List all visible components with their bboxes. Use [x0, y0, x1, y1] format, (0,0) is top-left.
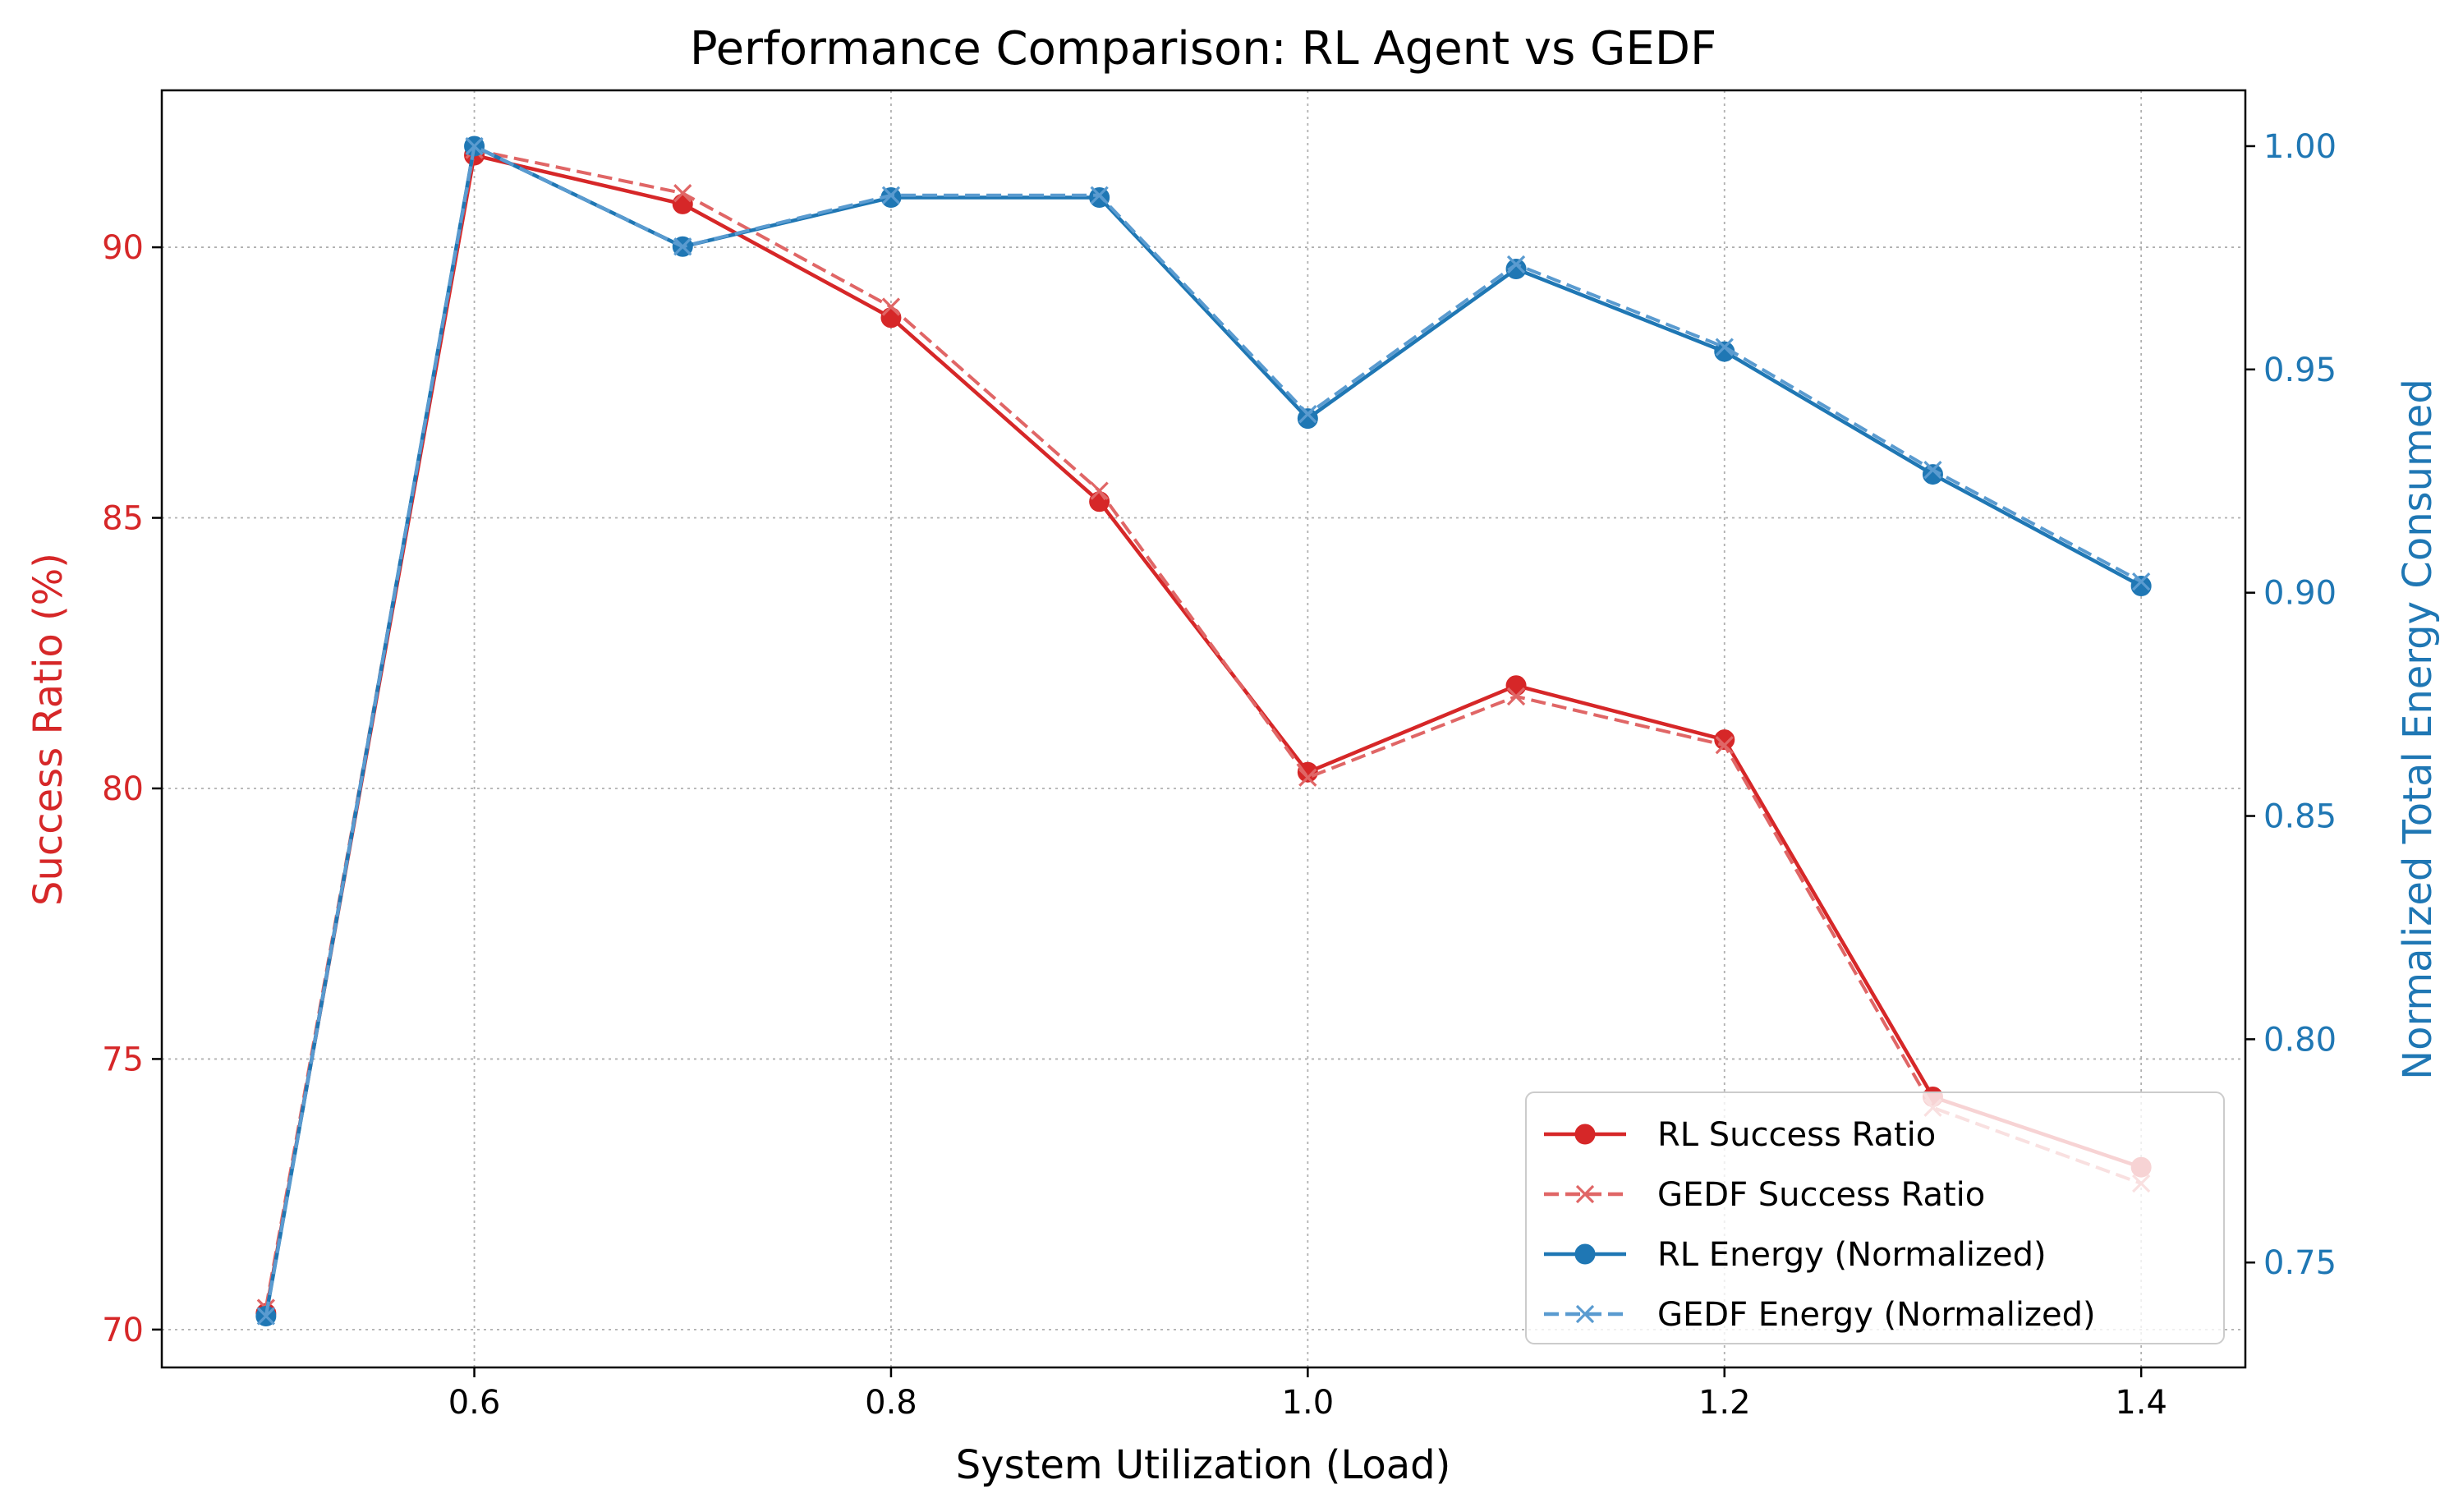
data-point — [1298, 768, 1317, 787]
legend-swatch-marker — [1575, 1304, 1595, 1324]
data-point — [1298, 405, 1317, 424]
data-point — [2132, 572, 2151, 591]
y-right-tick-label: 0.95 — [2263, 352, 2337, 389]
series-line — [264, 145, 2143, 1317]
y-axis-left: 70 75 80 85 90 — [102, 229, 162, 1349]
legend-item-gedf-success-ratio: GEDF Success Ratio — [1544, 1176, 1985, 1214]
legend-swatch-marker — [1575, 1184, 1595, 1204]
legend-label: RL Energy (Normalized) — [1657, 1236, 2047, 1274]
y-axis-right-title: Normalized Total Energy Consumed — [2395, 379, 2440, 1080]
x-tick-label: 1.4 — [2115, 1384, 2167, 1422]
data-point — [1090, 481, 1109, 500]
x-tick-label: 0.8 — [865, 1384, 917, 1422]
data-point — [1089, 491, 1110, 512]
x-tick-label: 1.2 — [1698, 1384, 1751, 1422]
legend: RL Success Ratio GEDF Success Ratio RL Ene… — [1525, 1091, 2225, 1344]
y-right-tick-label: 0.80 — [2263, 1021, 2337, 1059]
plot-frame — [160, 89, 2247, 1369]
legend-item-rl-energy-normalized: RL Energy (Normalized) — [1544, 1236, 2047, 1274]
data-point — [1715, 338, 1734, 356]
data-point — [1505, 675, 1527, 696]
legend-label: GEDF Energy (Normalized) — [1657, 1296, 2096, 1334]
data-point — [1923, 461, 1942, 480]
x-tick-label: 0.6 — [448, 1384, 501, 1422]
y-left-tick-label: 80 — [102, 770, 144, 808]
data-point — [881, 186, 901, 205]
y-left-tick-label: 70 — [102, 1312, 144, 1349]
legend-label: RL Success Ratio — [1657, 1116, 1936, 1154]
series-gedf-energy-normalized — [256, 136, 2151, 1326]
data-point — [1505, 258, 1527, 279]
legend-label: GEDF Success Ratio — [1657, 1176, 1985, 1214]
y-axis-left-title: Success Ratio (%) — [25, 553, 71, 906]
x-axis-title: System Utilization (Load) — [956, 1442, 1451, 1488]
data-point — [1922, 464, 1943, 485]
legend-swatch-marker — [1574, 1243, 1596, 1265]
legend-item-rl-success-ratio: RL Success Ratio — [1544, 1116, 1936, 1154]
data-point — [1715, 736, 1734, 755]
data-point — [2130, 576, 2152, 597]
data-point — [465, 136, 484, 156]
series-layer — [255, 136, 2152, 1326]
y-right-tick-label: 0.90 — [2263, 575, 2337, 613]
series-line — [264, 148, 2142, 1308]
data-point — [673, 237, 692, 256]
data-point — [1506, 255, 1526, 274]
x-axis: 0.6 0.8 1.0 1.2 1.4 — [448, 1367, 2167, 1422]
legend-item-gedf-energy-normalized: GEDF Energy (Normalized) — [1544, 1296, 2096, 1334]
x-tick-label: 1.0 — [1282, 1384, 1335, 1422]
y-right-tick-label: 0.75 — [2263, 1244, 2337, 1282]
data-point — [1506, 687, 1526, 706]
data-point — [881, 297, 901, 316]
y-right-tick-label: 0.85 — [2263, 798, 2337, 836]
y-right-tick-label: 1.00 — [2263, 128, 2337, 166]
y-axis-right: 0.75 0.80 0.85 0.90 0.95 1.00 — [2245, 128, 2337, 1282]
data-point — [673, 184, 692, 203]
legend-box — [1525, 1091, 2225, 1344]
y-left-tick-label: 85 — [102, 500, 144, 538]
data-point — [1297, 408, 1318, 430]
chart-title: Performance Comparison: RL Agent vs GEDF — [690, 22, 1716, 76]
y-left-tick-label: 75 — [102, 1041, 144, 1078]
data-point — [1090, 186, 1109, 205]
data-point — [256, 1307, 275, 1326]
y-left-tick-label: 90 — [102, 229, 144, 267]
legend-swatch-marker — [1574, 1124, 1596, 1145]
